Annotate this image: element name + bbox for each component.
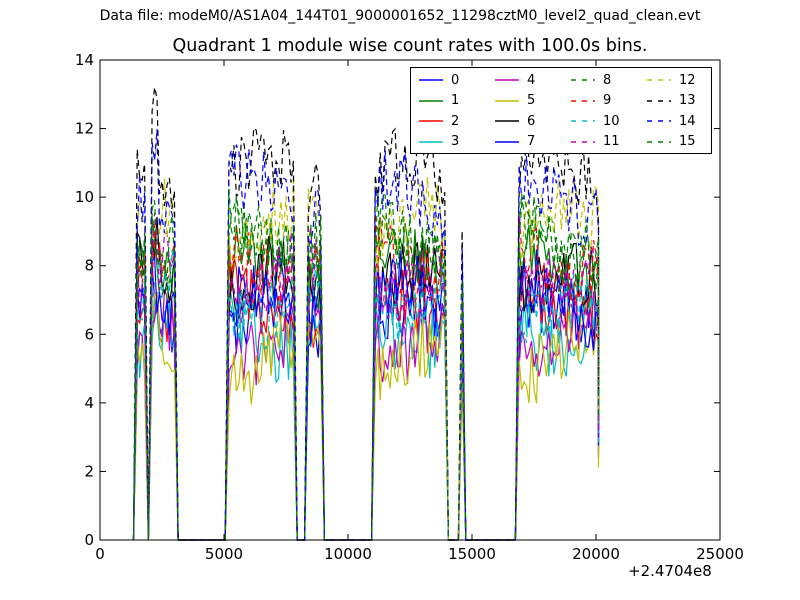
y-tick-label: 10 xyxy=(75,188,94,206)
legend-item-14: 14 xyxy=(645,111,696,131)
legend-label: 10 xyxy=(603,113,620,129)
legend-item-11: 11 xyxy=(569,132,620,152)
legend-item-6: 6 xyxy=(493,111,535,131)
legend-item-2: 2 xyxy=(417,111,459,131)
legend-swatch xyxy=(571,140,595,143)
legend-item-12: 12 xyxy=(645,70,696,90)
x-tick-label: 15000 xyxy=(448,545,496,563)
legend-swatch xyxy=(495,99,519,102)
legend-swatch xyxy=(495,120,519,122)
legend-item-7: 7 xyxy=(493,132,535,152)
legend-swatch xyxy=(647,99,671,102)
legend-label: 11 xyxy=(603,134,620,149)
legend-label: 15 xyxy=(679,134,696,149)
legend-item-4: 4 xyxy=(493,70,535,90)
legend-label: 3 xyxy=(451,134,460,149)
legend-item-10: 10 xyxy=(569,111,620,131)
plot-area-frame xyxy=(99,59,721,541)
legend-label: 6 xyxy=(527,113,536,129)
series-line-9 xyxy=(132,213,600,541)
y-tick-label: 12 xyxy=(75,120,94,138)
x-tick-label: 25000 xyxy=(696,545,744,563)
legend-item-0: 0 xyxy=(417,70,459,90)
legend-label: 1 xyxy=(451,93,460,108)
series-line-11 xyxy=(132,212,600,541)
legend-swatch xyxy=(419,120,443,122)
legend-swatch xyxy=(419,79,443,81)
legend-label: 9 xyxy=(603,93,612,108)
x-tick-label: 20000 xyxy=(572,545,620,563)
legend-label: 8 xyxy=(603,72,612,88)
series-layer xyxy=(132,87,600,541)
chart-title: Quadrant 1 module wise count rates with … xyxy=(172,36,648,56)
series-line-5 xyxy=(132,292,600,541)
legend-swatch xyxy=(647,120,671,122)
legend-swatch xyxy=(571,120,595,122)
legend-item-1: 1 xyxy=(417,91,459,111)
legend-item-9: 9 xyxy=(569,91,611,111)
legend-label: 0 xyxy=(451,72,460,88)
legend-label: 2 xyxy=(451,113,460,129)
series-line-14 xyxy=(132,128,600,541)
legend-item-3: 3 xyxy=(417,132,459,152)
legend-label: 5 xyxy=(527,93,536,108)
y-tick-label: 4 xyxy=(84,394,94,412)
legend-swatch xyxy=(419,140,443,143)
legend: 0 1 2 3 4 5 6 7 8 9 10 11 12 13 14 15 xyxy=(410,67,712,154)
legend-swatch xyxy=(495,79,519,81)
legend-label: 4 xyxy=(527,72,536,88)
series-line-13 xyxy=(132,87,600,541)
x-tick-label: 5000 xyxy=(205,545,243,563)
legend-swatch xyxy=(419,99,443,102)
series-line-10 xyxy=(132,250,600,541)
legend-swatch xyxy=(647,140,671,143)
y-tick-label: 6 xyxy=(84,325,94,343)
y-tick-label: 14 xyxy=(75,51,94,69)
legend-swatch xyxy=(571,99,595,102)
x-axis: 0 5000 10000 15000 20000 25000 xyxy=(95,60,744,563)
legend-label: 13 xyxy=(679,93,696,108)
series-line-7 xyxy=(132,249,600,541)
legend-item-15: 15 xyxy=(645,132,696,152)
x-tick-label: 0 xyxy=(95,545,105,563)
legend-item-13: 13 xyxy=(645,91,696,111)
data-file-title: Data file: modeM0/AS1A04_144T01_90000016… xyxy=(99,8,701,24)
y-tick-label: 2 xyxy=(84,462,94,480)
legend-item-8: 8 xyxy=(569,70,611,90)
legend-swatch xyxy=(647,79,671,81)
series-line-15 xyxy=(132,188,600,541)
legend-item-5: 5 xyxy=(493,91,535,111)
legend-swatch xyxy=(571,79,595,81)
x-tick-label: 10000 xyxy=(324,545,372,563)
legend-label: 7 xyxy=(527,134,536,149)
legend-label: 12 xyxy=(679,72,696,88)
legend-label: 14 xyxy=(679,113,696,129)
y-tick-label: 0 xyxy=(84,531,94,549)
x-axis-offset-label: +2.4704e8 xyxy=(628,562,712,580)
y-tick-label: 8 xyxy=(84,257,94,275)
series-line-8 xyxy=(132,191,600,541)
legend-swatch xyxy=(495,140,519,143)
